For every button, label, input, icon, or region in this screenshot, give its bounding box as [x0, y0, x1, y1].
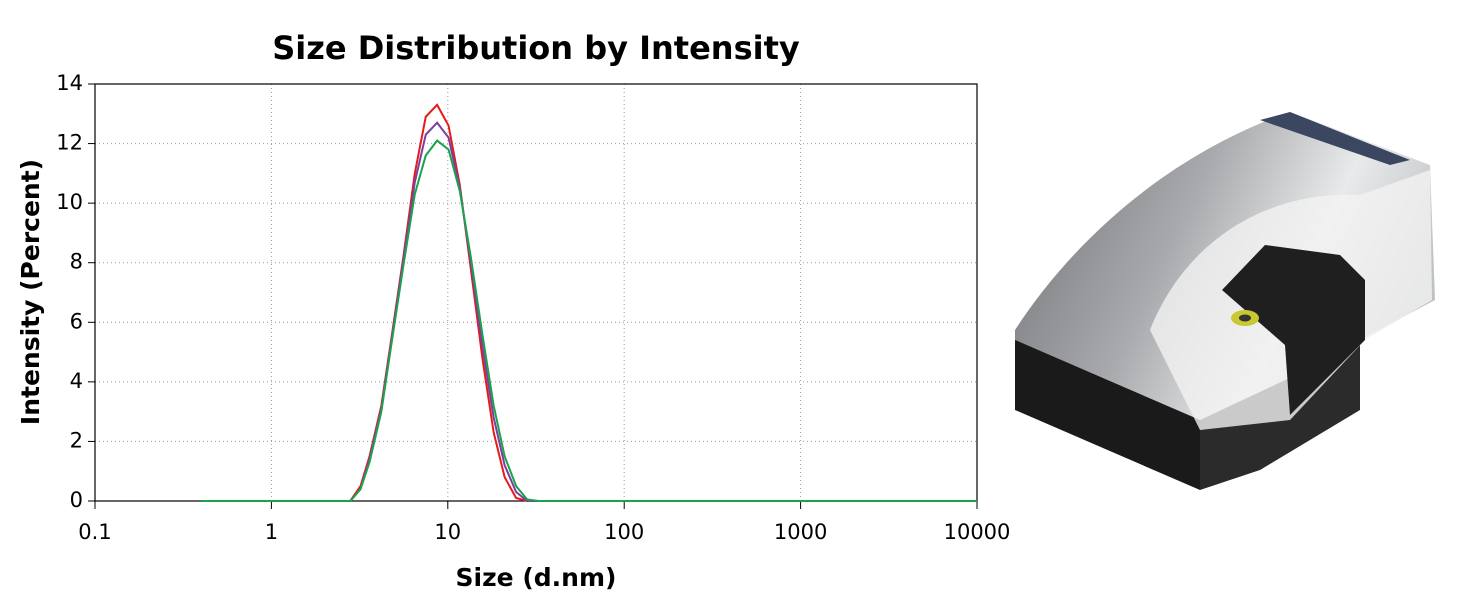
- y-tick-label: 8: [70, 250, 83, 274]
- x-tick-label: 0.1: [78, 520, 111, 544]
- y-tick-label: 14: [56, 71, 83, 95]
- y-tick-label: 0: [70, 488, 83, 512]
- x-tick-label: 1000: [774, 520, 827, 544]
- x-tick-label: 10: [434, 520, 461, 544]
- y-tick-label: 4: [70, 369, 83, 393]
- y-axis-label: Intensity (Percent): [16, 159, 45, 425]
- chart-title: Size Distribution by Intensity: [272, 29, 800, 67]
- data-line: [201, 103, 977, 502]
- y-tick-label: 6: [70, 309, 83, 333]
- x-tick-label: 100: [604, 520, 644, 544]
- y-tick-label: 10: [56, 190, 83, 214]
- y-tick-label: 12: [56, 131, 83, 155]
- y-tick-label: 2: [70, 428, 83, 452]
- data-line: [201, 121, 977, 502]
- x-axis-label: Size (d.nm): [456, 563, 617, 592]
- data-line: [201, 139, 977, 502]
- x-tick-label: 10000: [944, 520, 1011, 544]
- instrument-photo: [1015, 112, 1435, 490]
- x-tick-label: 1: [265, 520, 278, 544]
- plot-frame: [94, 83, 978, 502]
